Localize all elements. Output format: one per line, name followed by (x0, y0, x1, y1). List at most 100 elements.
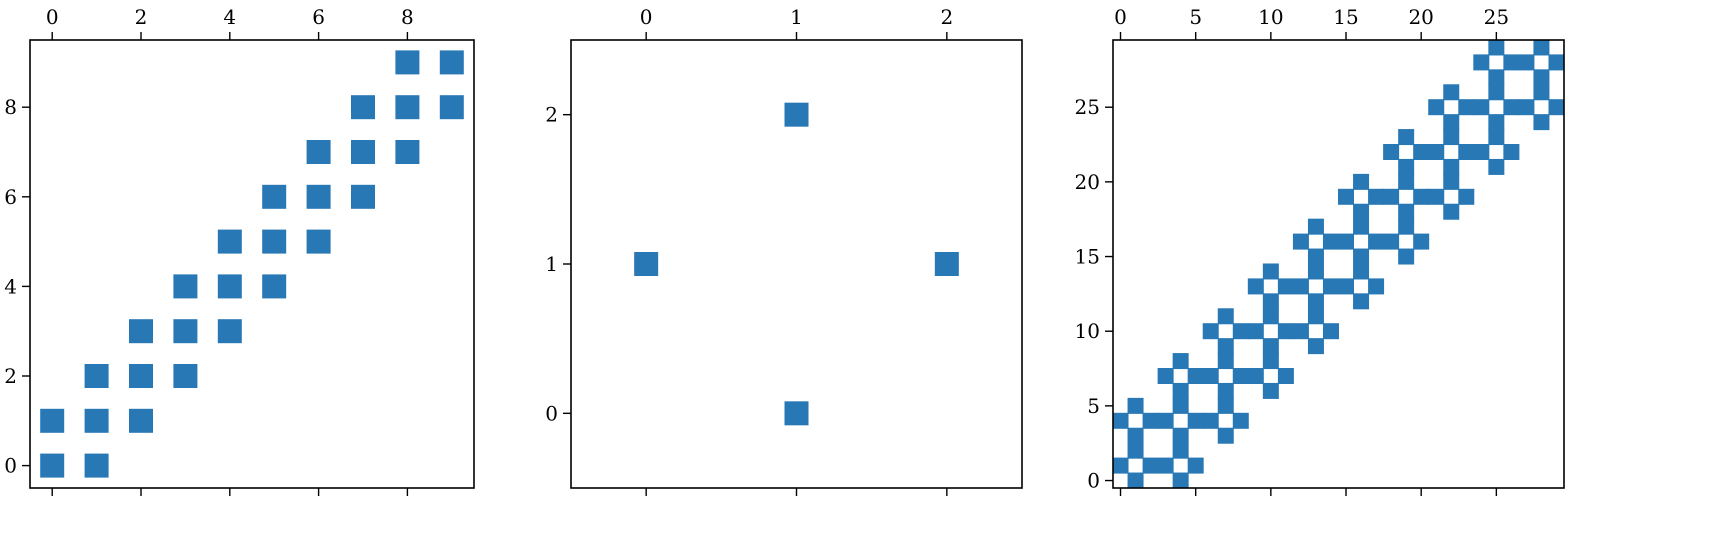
nonzero-marker (1458, 99, 1475, 116)
nonzero-marker (173, 274, 198, 299)
nonzero-marker (1277, 323, 1294, 340)
nonzero-marker (40, 453, 65, 478)
nonzero-marker (1443, 129, 1460, 146)
nonzero-marker (1127, 397, 1144, 414)
nonzero-marker (395, 140, 420, 164)
nonzero-marker (1518, 99, 1535, 116)
nonzero-marker (1202, 368, 1219, 384)
x-tick-label: 2 (940, 5, 953, 29)
y-tick-label: 15 (1075, 245, 1100, 269)
nonzero-marker (1172, 442, 1189, 459)
nonzero-marker (1503, 144, 1520, 160)
nonzero-marker (1353, 263, 1370, 280)
x-tick-label: 25 (1484, 5, 1509, 29)
nonzero-marker (934, 252, 959, 276)
y-tick-label: 25 (1075, 95, 1100, 119)
nonzero-marker (306, 229, 331, 254)
nonzero-marker (262, 274, 287, 299)
nonzero-marker (1157, 412, 1174, 429)
nonzero-marker (395, 95, 420, 120)
nonzero-marker (1383, 144, 1400, 160)
nonzero-marker (1142, 457, 1159, 474)
nonzero-marker (40, 408, 65, 433)
nonzero-marker (1247, 323, 1264, 340)
y-tick-label: 2 (4, 364, 17, 388)
nonzero-marker (1533, 84, 1550, 101)
nonzero-marker (262, 184, 287, 209)
y-tick-label: 0 (545, 401, 558, 425)
nonzero-marker (1172, 382, 1189, 399)
nonzero-marker (1458, 144, 1475, 160)
x-tick-label: 15 (1333, 5, 1358, 29)
nonzero-marker (1473, 99, 1490, 116)
nonzero-marker (1398, 218, 1415, 235)
nonzero-marker (1157, 368, 1174, 384)
nonzero-marker (1172, 353, 1189, 370)
x-tick-label: 1 (790, 5, 803, 29)
nonzero-marker (1353, 248, 1370, 265)
y-tick-label: 5 (1087, 394, 1100, 418)
nonzero-marker (1428, 188, 1445, 205)
y-tick-label: 8 (4, 95, 17, 119)
nonzero-marker (1172, 427, 1189, 444)
nonzero-marker (1217, 338, 1234, 355)
nonzero-marker (1413, 233, 1430, 250)
nonzero-marker (1398, 158, 1415, 175)
nonzero-marker (1232, 323, 1249, 340)
nonzero-marker (1398, 173, 1415, 190)
nonzero-marker (1262, 382, 1279, 399)
nonzero-marker (1413, 144, 1430, 160)
nonzero-marker (1113, 412, 1129, 429)
nonzero-marker (1113, 457, 1129, 474)
nonzero-marker (217, 319, 242, 344)
nonzero-marker (1533, 69, 1550, 86)
nonzero-marker (1277, 368, 1294, 384)
markers (634, 102, 959, 426)
nonzero-marker (1262, 308, 1279, 325)
y-tick-label: 6 (4, 185, 17, 209)
nonzero-marker (1172, 397, 1189, 414)
nonzero-marker (1518, 54, 1535, 71)
nonzero-marker (1262, 263, 1279, 280)
nonzero-marker (1428, 144, 1445, 160)
y-tick-label: 4 (4, 274, 17, 298)
nonzero-marker (1127, 442, 1144, 459)
nonzero-marker (1353, 218, 1370, 235)
nonzero-marker (1307, 338, 1324, 355)
nonzero-marker (1398, 129, 1415, 146)
x-tick-label: 2 (135, 5, 148, 29)
nonzero-marker (1307, 308, 1324, 325)
x-tick-label: 8 (401, 5, 414, 29)
nonzero-marker (1443, 114, 1460, 131)
nonzero-marker (1307, 293, 1324, 310)
nonzero-marker (1187, 457, 1204, 474)
nonzero-marker (439, 50, 464, 75)
nonzero-marker (1458, 188, 1475, 205)
y-tick-label: 10 (1075, 319, 1100, 343)
nonzero-marker (1548, 54, 1564, 71)
axes-frame (1112, 39, 1565, 489)
y-tick-label: 20 (1075, 170, 1100, 194)
nonzero-marker (1277, 278, 1294, 295)
nonzero-marker (351, 140, 375, 164)
nonzero-marker (173, 319, 198, 344)
nonzero-marker (1217, 308, 1234, 325)
nonzero-marker (1172, 472, 1189, 488)
nonzero-marker (1533, 114, 1550, 131)
nonzero-marker (129, 319, 153, 344)
nonzero-marker (1533, 40, 1550, 56)
nonzero-marker (1353, 203, 1370, 220)
nonzero-marker (129, 408, 153, 433)
nonzero-marker (1217, 427, 1234, 444)
nonzero-marker (1488, 40, 1505, 56)
nonzero-marker (1443, 84, 1460, 101)
nonzero-marker (1368, 278, 1385, 295)
x-tick-label: 6 (312, 5, 325, 29)
y-tick-label: 1 (545, 252, 558, 276)
nonzero-marker (1443, 173, 1460, 190)
nonzero-marker (1232, 412, 1249, 429)
nonzero-marker (1127, 472, 1144, 488)
nonzero-marker (1202, 412, 1219, 429)
nonzero-marker (1383, 233, 1400, 250)
